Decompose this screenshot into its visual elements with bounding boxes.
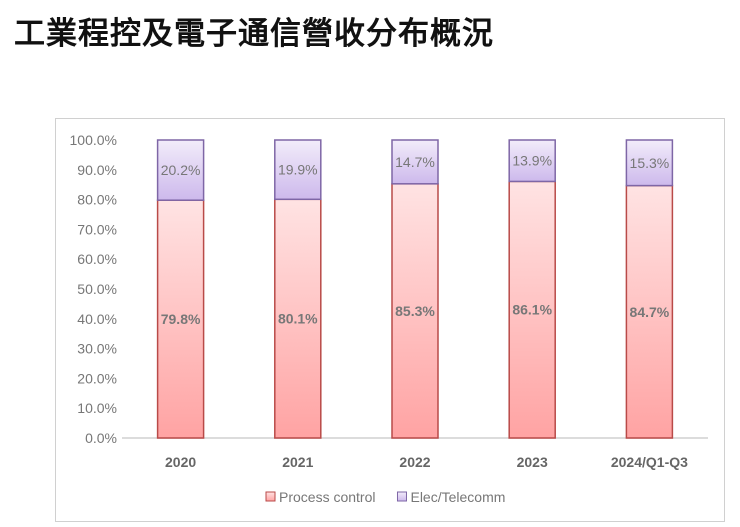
y-tick-label: 50.0% (77, 281, 117, 297)
data-label: 19.9% (278, 162, 318, 178)
legend-swatch (396, 491, 407, 502)
data-label: 86.1% (512, 302, 552, 318)
x-tick-label: 2021 (282, 454, 313, 470)
y-tick-label: 40.0% (77, 311, 117, 327)
y-tick-label: 60.0% (77, 251, 117, 267)
bar-process-control (508, 180, 556, 439)
legend-label: Elec/Telecomm (410, 489, 505, 505)
y-tick-label: 20.0% (77, 370, 117, 386)
page-title: 工業程控及電子通信營收分布概況 (14, 16, 494, 52)
bar-elec-telecomm (274, 139, 322, 201)
x-tick-label: 2023 (517, 454, 548, 470)
data-label: 20.2% (161, 162, 201, 178)
y-tick-label: 100.0% (70, 132, 117, 148)
bar-elec-telecomm (391, 139, 439, 185)
y-tick-label: 10.0% (77, 400, 117, 416)
legend-label: Process control (279, 489, 375, 505)
data-label: 14.7% (395, 154, 435, 170)
bar-process-control (391, 183, 439, 439)
chart-frame (55, 118, 725, 522)
bar-process-control (274, 198, 322, 439)
bar-elec-telecomm (508, 139, 556, 183)
legend-swatch (265, 491, 276, 502)
bar-process-control (625, 184, 674, 439)
bar-elec-telecomm (625, 139, 674, 187)
x-tick-label: 2024/Q1-Q3 (611, 454, 688, 470)
y-tick-label: 90.0% (77, 162, 117, 178)
data-label: 13.9% (512, 153, 552, 169)
y-tick-label: 30.0% (77, 341, 117, 357)
y-tick-label: 70.0% (77, 221, 117, 237)
x-tick-label: 2022 (399, 454, 430, 470)
y-tick-label: 0.0% (85, 430, 117, 446)
y-tick-label: 80.0% (77, 192, 117, 208)
bar-process-control (156, 199, 205, 439)
data-label: 79.8% (161, 311, 201, 327)
x-tick-label: 2020 (165, 454, 196, 470)
bar-elec-telecomm (156, 139, 205, 201)
data-label: 84.7% (630, 304, 670, 320)
data-label: 85.3% (395, 303, 435, 319)
data-label: 80.1% (278, 311, 318, 327)
data-label: 15.3% (630, 155, 670, 171)
